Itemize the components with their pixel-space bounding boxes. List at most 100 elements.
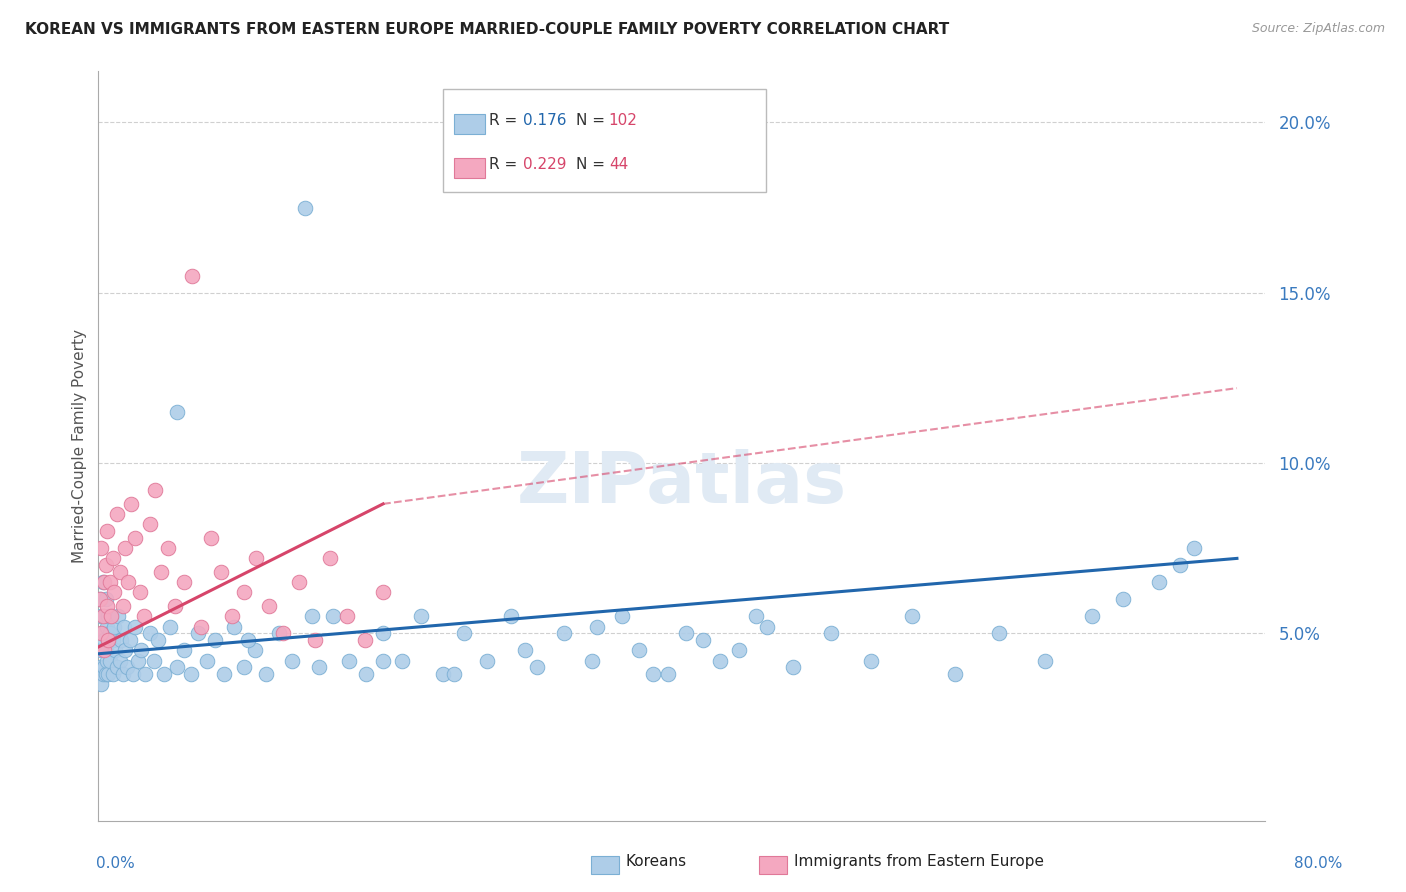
Point [337,654,360,668]
Point [108,565,131,579]
Point [120,497,142,511]
Point [165,599,187,613]
Point [103,585,125,599]
Point [411,609,433,624]
Point [97,633,120,648]
Point [90,643,112,657]
Point [727,643,749,657]
Point [221,609,243,624]
Point [453,626,475,640]
Point [173,575,195,590]
Point [643,667,665,681]
Point [111,667,134,681]
Point [782,660,804,674]
Point [94,643,117,657]
Point [107,609,129,624]
Point [166,405,188,419]
Point [148,633,170,648]
Point [443,667,465,681]
Text: R =: R = [489,112,523,128]
Point [273,626,295,640]
Point [157,541,180,556]
Text: N =: N = [576,157,610,172]
Point [269,626,291,640]
Point [96,524,118,538]
Point [187,626,209,640]
Point [138,626,160,640]
Point [257,599,280,613]
Point [94,592,117,607]
Point [354,667,377,681]
Point [860,654,883,668]
Point [105,660,128,674]
Point [132,609,155,624]
Point [114,541,136,556]
Point [501,609,523,624]
Point [432,667,454,681]
Point [585,619,607,633]
Point [115,660,138,674]
Point [128,585,150,599]
Point [628,643,651,657]
Point [96,619,118,633]
Point [988,626,1011,640]
Point [353,633,375,648]
Point [232,585,254,599]
Point [91,626,114,640]
Point [610,609,633,624]
Point [301,609,323,624]
Text: 0.229: 0.229 [523,157,567,172]
Point [118,633,141,648]
Point [153,667,176,681]
Point [475,654,498,668]
Point [200,531,222,545]
Point [98,575,121,590]
Point [294,201,316,215]
Text: Source: ZipAtlas.com: Source: ZipAtlas.com [1251,22,1385,36]
Text: Koreans: Koreans [626,855,686,869]
Point [236,633,259,648]
Point [304,633,326,648]
Point [159,619,181,633]
Point [138,517,160,532]
Text: 44: 44 [609,157,628,172]
Point [745,609,768,624]
Point [692,633,714,648]
Point [91,667,114,681]
Point [553,626,575,640]
Point [91,575,114,590]
Point [1081,609,1104,624]
Point [93,609,115,624]
Point [371,654,394,668]
Point [134,667,156,681]
Point [820,626,842,640]
Y-axis label: Married-Couple Family Poverty: Married-Couple Family Poverty [72,329,87,563]
Point [281,654,304,668]
Point [90,626,112,640]
Point [209,565,232,579]
Point [90,541,112,556]
Point [98,654,121,668]
Point [93,660,115,674]
Point [943,667,966,681]
Point [90,677,112,691]
Point [104,643,127,657]
Point [101,633,124,648]
Point [319,551,342,566]
Point [143,483,166,498]
Point [94,558,117,573]
Point [96,599,118,613]
Text: 0.0%: 0.0% [96,856,135,871]
Point [117,575,139,590]
Point [195,654,218,668]
Point [180,667,202,681]
Point [97,633,120,648]
Point [96,654,118,668]
Point [150,565,173,579]
Point [101,667,124,681]
Point [105,507,128,521]
Point [97,609,120,624]
Point [1168,558,1191,573]
Point [245,551,267,566]
Point [675,626,697,640]
